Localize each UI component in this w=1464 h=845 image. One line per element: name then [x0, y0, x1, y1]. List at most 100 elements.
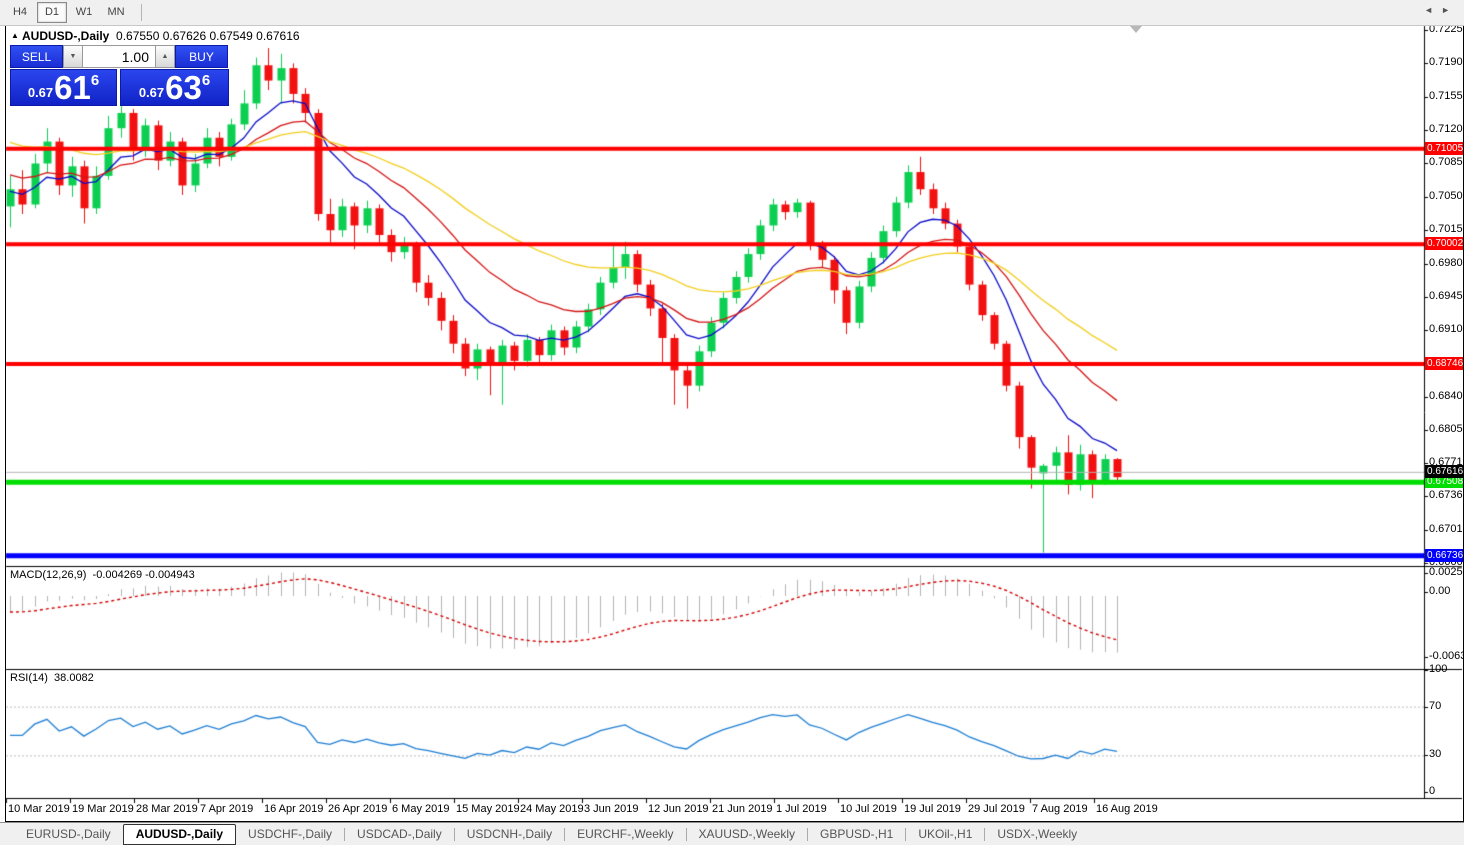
timeframe-button-w1[interactable]: W1	[75, 6, 93, 18]
buy-price-pip: 6	[201, 72, 211, 89]
date-axis-label: 21 Jun 2019	[712, 803, 773, 815]
hline-price-tag: 0.70002	[1425, 237, 1464, 251]
date-axis-label: 1 Jul 2019	[776, 803, 827, 815]
timeframe-button-mn[interactable]: MN	[107, 6, 125, 18]
timeframe-group: H4 D1 W1 MN	[3, 2, 131, 23]
current-price-tag: 0.67616	[1425, 464, 1464, 478]
macd-axis-label: -0.006326	[1429, 650, 1464, 662]
rsi-name: RSI(14)	[10, 672, 48, 684]
date-axis-label: 10 Jul 2019	[840, 803, 897, 815]
date-axis-label: 16 Aug 2019	[1096, 803, 1158, 815]
buy-price-prefix: 0.67	[138, 85, 165, 100]
date-axis-label: 7 Apr 2019	[200, 803, 254, 815]
macd-indicator-label: MACD(12,26,9) -0.004269 -0.004943	[10, 569, 195, 581]
buy-price-main: 63	[165, 69, 202, 106]
sell-price-prefix: 0.67	[27, 85, 54, 100]
tab-scroll-right-icon[interactable]: ►	[1441, 5, 1458, 15]
chart-tab-xauusd-weekly[interactable]: XAUUSD-,Weekly	[698, 827, 795, 841]
date-axis-label: 19 Mar 2019	[72, 803, 134, 815]
buy-button[interactable]: BUY	[175, 45, 228, 68]
date-axis-label: 6 May 2019	[392, 803, 450, 815]
timeframe-button-h4[interactable]: H4	[12, 6, 28, 18]
volume-increase-button[interactable]: ▲	[155, 45, 175, 68]
tab-divider	[453, 827, 455, 841]
date-axis-label: 10 Mar 2019	[8, 803, 70, 815]
tab-divider	[807, 827, 808, 841]
hline-price-tag: 0.66736	[1425, 548, 1464, 562]
date-axis-label: 7 Aug 2019	[1032, 803, 1088, 815]
chart-tab-usdcad-daily[interactable]: USDCAD-,Daily	[357, 827, 442, 841]
tab-list: EURUSD-,Daily AUDUSD-,Daily USDCHF-,Daily U…	[14, 823, 1089, 845]
tab-divider	[984, 827, 986, 841]
sell-price-main: 61	[54, 69, 91, 106]
toolbar-separator	[141, 4, 142, 21]
rsi-axis-label: 70	[1429, 699, 1442, 712]
rsi-axis-label: 0	[1429, 785, 1436, 797]
sell-price-pip: 6	[90, 72, 100, 89]
chart-tab-usdchf-daily[interactable]: USDCHF-,Daily	[248, 827, 333, 841]
chart-tab-usdx-weekly[interactable]: USDX-,Weekly	[997, 827, 1078, 841]
chart-tab-eurchf-weekly[interactable]: EURCHF-,Weekly	[577, 827, 674, 841]
chart-tab-gbpusd-h1[interactable]: GBPUSD-,H1	[820, 827, 894, 841]
hline-price-tag: 0.68746	[1425, 357, 1464, 371]
date-axis-label: 24 May 2019	[520, 803, 584, 815]
chart-tab-ukoil-h1[interactable]: UKOil-,H1	[918, 827, 973, 841]
one-click-trading-panel: SELL ▼ ▲ BUY 0.67 61 6 0.67 63 6	[10, 45, 229, 106]
tab-divider	[564, 827, 566, 841]
chart-symbol-label: AUDUSD-,Daily	[22, 29, 110, 43]
date-axis-label: 3 Jun 2019	[584, 803, 639, 815]
volume-input[interactable]	[83, 45, 155, 68]
chart-tab-eurusd-daily[interactable]: EURUSD-,Daily	[26, 827, 111, 841]
tab-divider	[685, 827, 687, 841]
date-axis-label: 26 Apr 2019	[328, 803, 388, 815]
date-axis-label: 12 Jun 2019	[648, 803, 709, 815]
hline-price-tag: 0.71005	[1425, 141, 1464, 155]
rsi-value: 38.0082	[54, 672, 94, 684]
collapse-icon[interactable]: ▲	[11, 31, 19, 40]
chart-tab-usdcnh-daily[interactable]: USDCNH-,Daily	[466, 827, 553, 841]
macd-axis-label: 0.00	[1429, 585, 1451, 597]
chart-tab-audusd-daily[interactable]: AUDUSD-,Daily	[122, 823, 237, 845]
chart-ohlc-values: 0.67550 0.67626 0.67549 0.67616	[116, 29, 300, 43]
sell-quote-button[interactable]: 0.67 61 6	[10, 69, 117, 106]
tab-divider	[905, 827, 907, 841]
date-axis-label: 19 Jul 2019	[904, 803, 961, 815]
date-axis-label: 29 Jul 2019	[968, 803, 1025, 815]
tab-divider	[344, 827, 346, 841]
tab-scroll-arrows: ◄►	[1424, 5, 1458, 15]
rsi-indicator-label: RSI(14) 38.0082	[10, 672, 94, 684]
chart-title: AUDUSD-,Daily 0.67550 0.67626 0.67549 0.…	[22, 29, 300, 43]
hline-price-tag: 0.67508	[1425, 475, 1464, 489]
date-axis-label: 28 Mar 2019	[136, 803, 198, 815]
date-axis-label: 15 May 2019	[456, 803, 520, 815]
timeframe-toolbar: H4 D1 W1 MN	[0, 0, 1464, 26]
macd-axis-label: 0.002574	[1429, 566, 1464, 578]
macd-name: MACD(12,26,9)	[10, 569, 87, 581]
volume-decrease-button[interactable]: ▼	[63, 45, 83, 68]
rsi-axis-label: 100	[1429, 663, 1448, 675]
timeframe-button-d1[interactable]: D1	[37, 2, 67, 23]
sell-button[interactable]: SELL	[10, 45, 63, 68]
tab-scroll-left-icon[interactable]: ◄	[1424, 5, 1442, 15]
date-axis-label: 16 Apr 2019	[264, 803, 324, 815]
buy-quote-button[interactable]: 0.67 63 6	[120, 69, 229, 106]
chart-tab-bar: EURUSD-,Daily AUDUSD-,Daily USDCHF-,Daily U…	[0, 822, 1464, 845]
rsi-axis-label: 30	[1429, 748, 1442, 761]
chart-shift-marker-icon[interactable]	[1130, 26, 1142, 33]
